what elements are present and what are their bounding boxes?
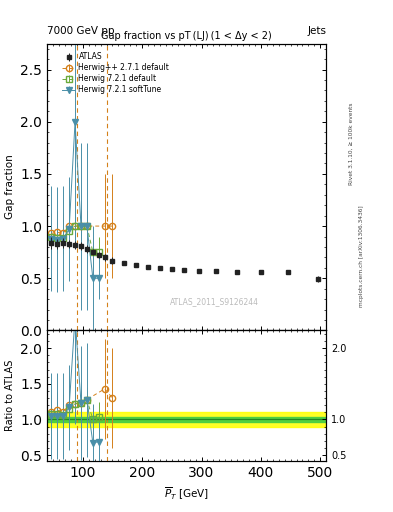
- Title: Gap fraction vs pT (LJ) (1 < Δy < 2): Gap fraction vs pT (LJ) (1 < Δy < 2): [101, 31, 272, 41]
- Y-axis label: Gap fraction: Gap fraction: [5, 155, 15, 219]
- X-axis label: $\overline{P}_T$ [GeV]: $\overline{P}_T$ [GeV]: [164, 485, 209, 502]
- Text: 7000 GeV pp: 7000 GeV pp: [47, 26, 115, 36]
- Y-axis label: Ratio to ATLAS: Ratio to ATLAS: [5, 360, 15, 431]
- Text: ATLAS_2011_S9126244: ATLAS_2011_S9126244: [170, 297, 259, 306]
- Text: Rivet 3.1.10, ≥ 100k events: Rivet 3.1.10, ≥ 100k events: [349, 102, 354, 185]
- Text: mcplots.cern.ch [arXiv:1306.3436]: mcplots.cern.ch [arXiv:1306.3436]: [359, 205, 364, 307]
- Legend: ATLAS, Herwig++ 2.7.1 default, Herwig 7.2.1 default, Herwig 7.2.1 softTune: ATLAS, Herwig++ 2.7.1 default, Herwig 7.…: [59, 50, 172, 97]
- Text: Jets: Jets: [307, 26, 326, 36]
